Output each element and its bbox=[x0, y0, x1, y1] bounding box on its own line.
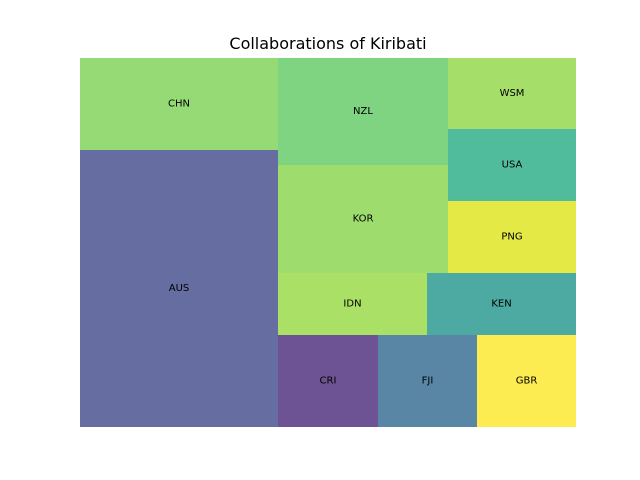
treemap-label-ken: KEN bbox=[491, 299, 511, 310]
treemap-cell-usa bbox=[448, 129, 576, 201]
treemap-cell-idn bbox=[278, 273, 427, 335]
treemap-label-nzl: NZL bbox=[353, 106, 373, 117]
treemap-label-wsm: WSM bbox=[500, 88, 525, 99]
treemap-cell-png bbox=[448, 201, 576, 273]
treemap-cell-fji bbox=[378, 335, 477, 427]
treemap-cell-cri bbox=[278, 335, 378, 427]
treemap-cell-aus bbox=[80, 150, 278, 427]
treemap-cell-chn bbox=[80, 58, 278, 150]
treemap-label-usa: USA bbox=[502, 160, 523, 171]
treemap-cell-wsm bbox=[448, 58, 576, 129]
treemap-label-chn: CHN bbox=[168, 99, 190, 110]
treemap-cell-nzl bbox=[278, 58, 448, 165]
treemap-label-png: PNG bbox=[501, 232, 522, 243]
treemap-label-aus: AUS bbox=[169, 283, 190, 294]
treemap-label-idn: IDN bbox=[343, 299, 361, 310]
treemap-cells: AUS CHN NZL KOR IDN CRI FJI GBR WSM USA PNG KEN bbox=[80, 58, 576, 427]
treemap-cell-gbr bbox=[477, 335, 576, 427]
treemap-cell-ken bbox=[427, 273, 576, 335]
treemap-label-gbr: GBR bbox=[516, 376, 538, 387]
treemap-label-kor: KOR bbox=[353, 214, 374, 225]
treemap-label-cri: CRI bbox=[320, 376, 337, 387]
treemap-label-fji: FJI bbox=[422, 376, 434, 387]
treemap-cell-kor bbox=[278, 165, 448, 273]
chart-title: Collaborations of Kiribati bbox=[229, 34, 426, 53]
